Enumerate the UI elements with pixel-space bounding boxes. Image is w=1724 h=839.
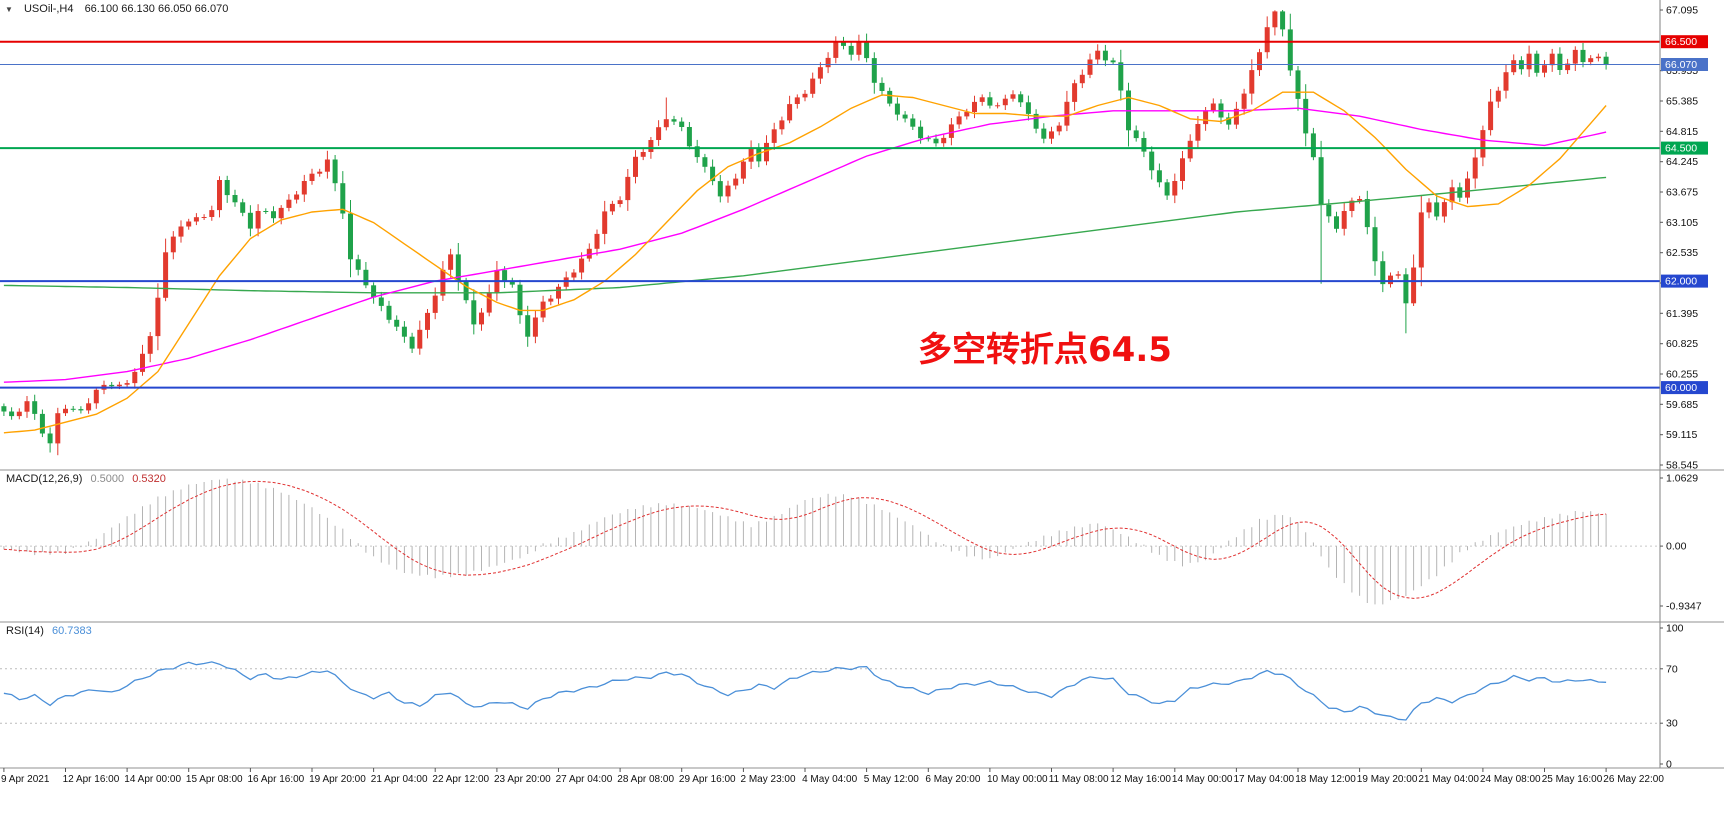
time-tick-label: 5 May 12:00 [864,774,919,785]
price-level-badge [1661,141,1708,155]
macd-signal-value: 0.5320 [132,473,166,485]
rsi-value: 60.7383 [51,625,92,637]
time-tick-label: 23 Apr 20:00 [494,774,551,785]
time-tick-label: 21 Apr 04:00 [371,774,428,785]
time-tick-label: 12 Apr 16:00 [63,774,120,785]
time-tick-label: 10 May 00:00 [987,774,1048,785]
ma-fast-line [3,91,1607,434]
price-tick-label: 64.245 [1666,156,1698,168]
price-tick-label: 63.675 [1666,187,1698,199]
time-tick-label: 14 Apr 00:00 [124,774,181,785]
collapse-chart-icon[interactable]: ▼ [5,5,13,14]
price-level-badge [1661,35,1708,49]
price-level-badge-label: 62.000 [1665,276,1697,288]
time-tick-label: 19 May 20:00 [1357,774,1418,785]
price-level-badge [1661,274,1708,288]
time-tick-label: 9 Apr 2021 [1,774,50,785]
time-tick-label: 25 May 16:00 [1542,774,1603,785]
time-tick-label: 28 Apr 08:00 [617,774,674,785]
rsi-tick-label: 30 [1666,718,1678,730]
time-tick-label: 11 May 08:00 [1049,774,1109,785]
macd-main-value: 0.5000 [90,473,125,485]
time-tick-label: 4 May 04:00 [802,774,857,785]
price-level-badge [1661,381,1708,395]
rsi-line [3,661,1607,721]
price-tick-label: 60.825 [1666,338,1698,350]
time-tick-label: 18 May 12:00 [1295,774,1356,785]
rsi-name: RSI(14) [6,625,44,637]
time-tick-label: 29 Apr 16:00 [679,774,736,785]
price-tick-label: 63.105 [1666,217,1698,229]
time-tick-label: 12 May 16:00 [1110,774,1171,785]
symbol-info-bar: ▼ USOil-,H4 66.100 66.130 66.050 66.070 [5,3,236,15]
time-tick-label: 26 May 22:00 [1603,774,1664,785]
time-tick-label: 27 Apr 04:00 [556,774,613,785]
price-tick-label: 62.535 [1666,247,1698,259]
price-axis[interactable]: 67.09565.95565.38564.81564.24563.67563.1… [1659,0,1708,768]
price-tick-label: 58.545 [1666,460,1698,472]
price-tick-label: 61.395 [1666,308,1698,320]
rsi-tick-label: 100 [1666,623,1684,635]
time-tick-label: 24 May 08:00 [1480,774,1541,785]
time-tick-label: 2 May 23:00 [741,774,796,785]
time-tick-label: 14 May 00:00 [1172,774,1233,785]
rsi-tick-label: 70 [1666,663,1678,675]
time-tick-label: 6 May 20:00 [925,774,980,785]
time-tick-label: 21 May 04:00 [1418,774,1479,785]
price-tick-label: 59.115 [1666,429,1697,441]
chart-annotation: 多空转折点64.5 [918,330,1172,370]
macd-tick-label: -0.9347 [1666,601,1702,613]
time-tick-label: 16 Apr 16:00 [248,774,305,785]
ma-slow-line [3,176,1607,294]
price-tick-label: 59.685 [1666,399,1698,411]
price-level-badge-label: 60.000 [1665,382,1697,394]
macd-tick-label: 0.00 [1666,541,1687,553]
ma-medium-line [3,107,1607,383]
ohlc-values: 66.100 66.130 66.050 66.070 [84,3,229,15]
macd-tick-label: 1.0629 [1666,473,1698,485]
price-tick-label: 64.815 [1666,126,1698,138]
time-tick-label: 19 Apr 20:00 [309,774,366,785]
price-level-badge [1661,58,1708,71]
price-tick-label: 67.095 [1666,5,1698,17]
macd-signal-line [3,480,1607,599]
macd-indicator-label: MACD(12,26,9) 0.5000 0.5320 [6,473,171,485]
price-level-badge-label: 64.500 [1665,143,1697,155]
rsi-indicator-label: RSI(14) 60.7383 [6,625,97,637]
price-tick-label: 60.255 [1666,369,1698,381]
time-tick-label: 17 May 04:00 [1234,774,1295,785]
price-level-badge-label: 66.500 [1665,36,1697,48]
symbol-timeframe: USOil-,H4 [23,3,74,15]
time-tick-label: 15 Apr 08:00 [186,774,243,785]
macd-histogram [3,478,1607,605]
rsi-tick-label: 0 [1666,759,1672,771]
price-level-badge-label: 66.070 [1665,59,1697,71]
price-tick-label: 65.385 [1666,96,1698,108]
time-tick-label: 22 Apr 12:00 [432,774,489,785]
macd-name: MACD(12,26,9) [6,473,83,485]
time-axis[interactable]: 9 Apr 2021 12 Apr 16:00 14 Apr 00:00 15 Apr… [1,768,1664,785]
